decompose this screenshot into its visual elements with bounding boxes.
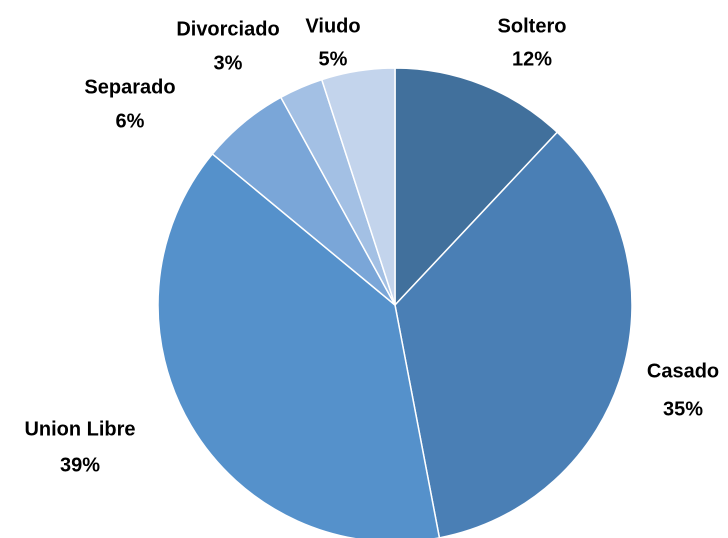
slice-label: Soltero: [498, 15, 567, 37]
slice-value-label: 3%: [214, 52, 243, 74]
slice-label: Union Libre: [24, 418, 135, 440]
slice-value-label: 5%: [319, 48, 348, 70]
slice-value-label: 6%: [116, 110, 145, 132]
slice-value-label: 39%: [60, 454, 100, 476]
slice-value-label: 35%: [663, 398, 703, 420]
slice-value-label: 12%: [512, 48, 552, 70]
pie-slice: [394, 67, 559, 307]
slice-label: Viudo: [305, 15, 360, 37]
slice-label: Divorciado: [176, 18, 279, 40]
slice-label: Separado: [84, 76, 175, 98]
pie-slice: [157, 152, 441, 538]
pie-slice: [394, 131, 633, 538]
slice-label: Casado: [647, 360, 719, 382]
pie-slice: [320, 67, 396, 306]
